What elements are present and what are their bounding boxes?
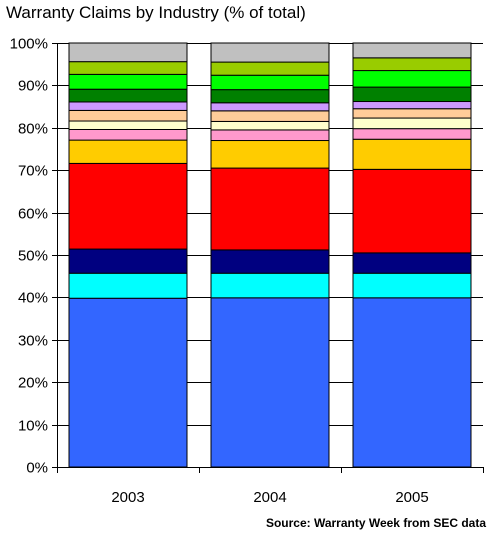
y-tick-label: 70% — [18, 163, 48, 180]
y-tick-label: 10% — [18, 418, 48, 435]
bar-segment — [210, 129, 330, 142]
bar-segment — [352, 86, 472, 103]
bar-segment — [352, 108, 472, 119]
bar-segment — [210, 74, 330, 91]
bar-segment — [210, 272, 330, 299]
y-tick-label: 100% — [10, 36, 48, 53]
bar-segment — [210, 102, 330, 112]
bar-segment — [68, 272, 188, 299]
bar-segment — [352, 138, 472, 170]
bar-segment — [210, 297, 330, 468]
bar-segment — [210, 167, 330, 251]
bar-segment — [68, 88, 188, 103]
bar-segment — [352, 272, 472, 299]
source-note: Source: Warranty Week from SEC data — [265, 516, 486, 530]
bar-segment — [210, 249, 330, 274]
bar-segment — [352, 42, 472, 59]
bar-segment — [68, 128, 188, 141]
y-tick-label: 60% — [18, 206, 48, 223]
bar-segment — [68, 120, 188, 130]
y-tick-label: 20% — [18, 375, 48, 392]
bar-segment — [352, 70, 472, 88]
y-tick-label: 0% — [26, 460, 48, 477]
y-tick-label: 50% — [18, 248, 48, 265]
y-tick-label: 30% — [18, 333, 48, 350]
y-tick-label: 90% — [18, 78, 48, 95]
bar-segment — [352, 101, 472, 110]
bar-segment — [68, 73, 188, 90]
bar-segment — [68, 42, 188, 63]
bar-segment — [352, 117, 472, 130]
bar-segment — [352, 128, 472, 140]
bar-segment — [352, 297, 472, 468]
bar-segment — [352, 168, 472, 254]
bar-segment — [210, 110, 330, 122]
bar-segment — [352, 252, 472, 274]
bar-segment — [68, 162, 188, 250]
bar-segment — [68, 101, 188, 111]
bar-segment — [210, 61, 330, 76]
chart-title: Warranty Claims by Industry (% of total) — [6, 3, 306, 22]
x-tick-label: 2004 — [253, 489, 286, 506]
y-tick-label: 40% — [18, 290, 48, 307]
bars — [68, 42, 472, 468]
bar-segment — [210, 89, 330, 104]
bar-segment — [68, 139, 188, 164]
axes — [52, 43, 484, 473]
tick-labels: 0% 10% 20% 30% 40% 50% 60% 70% 80% 90% 100% 2003 200… — [10, 36, 429, 507]
y-tick-label: 80% — [18, 121, 48, 138]
bar-segment — [210, 140, 330, 169]
bar-segment — [210, 42, 330, 63]
x-tick-label: 2005 — [395, 489, 428, 506]
x-tick-label: 2003 — [111, 489, 144, 506]
bar-segment — [352, 57, 472, 72]
bar-segment — [68, 297, 188, 468]
bar-segment — [68, 109, 188, 122]
bar-segment — [68, 248, 188, 274]
bar-segment — [210, 120, 330, 131]
bar-segment — [68, 61, 188, 75]
